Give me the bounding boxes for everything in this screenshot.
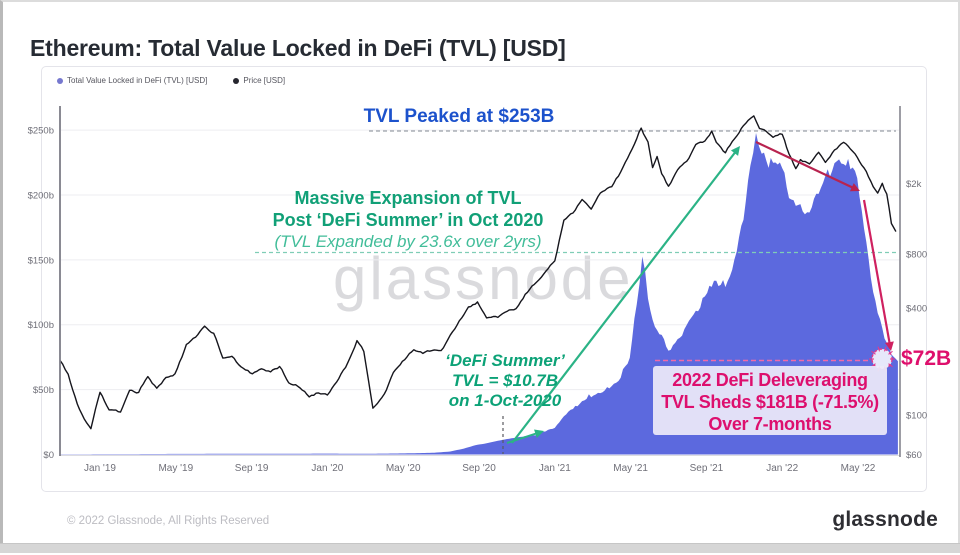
- starburst-spike: [888, 363, 893, 368]
- starburst-spike: [883, 346, 887, 352]
- left-axis-tick: $50b: [33, 385, 54, 396]
- legend-item-tvl-label: Total Value Locked in DeFi (TVL) [USD]: [67, 76, 208, 85]
- x-axis-tick: Jan '19: [84, 463, 116, 474]
- decline-arrow-2: [862, 199, 892, 346]
- starburst-spike: [877, 346, 881, 352]
- expansion-line3: (TVL Expanded by 23.6x over 2yrs): [274, 232, 542, 251]
- x-axis-tick: Jan '22: [766, 463, 798, 474]
- left-axis-tick: $200b: [28, 190, 54, 201]
- x-axis-tick: Sep '21: [690, 463, 724, 474]
- glassnode-watermark: glassnode: [333, 245, 634, 312]
- end-value-label: $72B: [901, 347, 952, 370]
- expansion-annotation: Massive Expansion of TVL Post ‘DeFi Summ…: [258, 188, 558, 252]
- x-axis-tick: May '19: [158, 463, 193, 474]
- expansion-line2: Post ‘DeFi Summer’ in Oct 2020: [272, 209, 544, 230]
- x-axis-tick: Jan '21: [539, 463, 571, 474]
- defi-summer-line1: ‘DeFi Summer’: [445, 351, 565, 370]
- x-axis-tick: May '20: [386, 463, 421, 474]
- glassnode-wordmark: glassnode: [832, 508, 938, 531]
- defi-summer-annotation: ‘DeFi Summer’ TVL = $10.7B on 1-Oct-2020: [415, 351, 595, 411]
- deleveraging-callout-box: 2022 DeFi Deleveraging TVL Sheds $181B (…: [653, 366, 887, 435]
- legend-item-tvl[interactable]: Total Value Locked in DeFi (TVL) [USD]: [57, 76, 207, 85]
- defi-summer-arrow-head: [534, 429, 544, 439]
- defi-summer-line3: on 1-Oct-2020: [448, 391, 562, 410]
- window-bottom-edge: [0, 543, 960, 553]
- legend-item-price[interactable]: Price [USD]: [233, 76, 285, 85]
- peak-annotation: TVL Peaked at $253B: [363, 106, 555, 127]
- deleveraging-line1: 2022 DeFi Deleveraging: [672, 370, 868, 390]
- copyright-text: © 2022 Glassnode, All Rights Reserved: [67, 515, 270, 527]
- left-axis-tick: $250b: [28, 126, 54, 137]
- x-axis-tick: Sep '19: [235, 463, 269, 474]
- page-title: Ethereum: Total Value Locked in DeFi (TV…: [30, 35, 566, 62]
- tvl-price-chart: $250b $200b $150b $100b $50b $0 $2k $800 $400 $10…: [28, 106, 927, 474]
- right-axis-tick: $100: [906, 411, 927, 422]
- right-axis-tick: $60: [906, 450, 922, 461]
- left-axis-tick: $100b: [28, 320, 54, 331]
- decline-arrow-1: [755, 141, 856, 190]
- right-axis-tick: $400: [906, 303, 927, 314]
- chart-legend: Total Value Locked in DeFi (TVL) [USD] P…: [57, 76, 311, 85]
- expansion-arrow: [511, 150, 738, 444]
- price-line-series: [59, 115, 897, 430]
- legend-item-price-label: Price [USD]: [243, 76, 286, 85]
- expansion-arrow-head: [730, 146, 740, 156]
- x-axis-tick: Jan '20: [311, 463, 343, 474]
- deleveraging-line3: Over 7-months: [708, 414, 832, 434]
- left-axis-tick: $150b: [28, 255, 54, 266]
- decline-arrow-1-head: [849, 183, 860, 192]
- deleveraging-line2: TVL Sheds $181B (-71.5%): [661, 392, 879, 412]
- defi-summer-line2: TVL = $10.7B: [452, 371, 558, 390]
- expansion-line1: Massive Expansion of TVL: [294, 188, 522, 208]
- x-axis-tick: May '22: [841, 463, 876, 474]
- starburst-spike: [871, 350, 876, 355]
- right-axis-tick: $2k: [906, 179, 922, 190]
- price-series-dot-icon: [233, 77, 240, 84]
- tvl-series-dot-icon: [57, 77, 63, 84]
- x-axis-tick: Sep '20: [462, 463, 496, 474]
- x-axis-tick: May '21: [613, 463, 648, 474]
- starburst-spike: [888, 350, 893, 355]
- decline-arrow-2-head: [884, 341, 894, 351]
- right-axis-tick: $800: [906, 250, 927, 261]
- left-axis-tick: $0: [43, 450, 54, 461]
